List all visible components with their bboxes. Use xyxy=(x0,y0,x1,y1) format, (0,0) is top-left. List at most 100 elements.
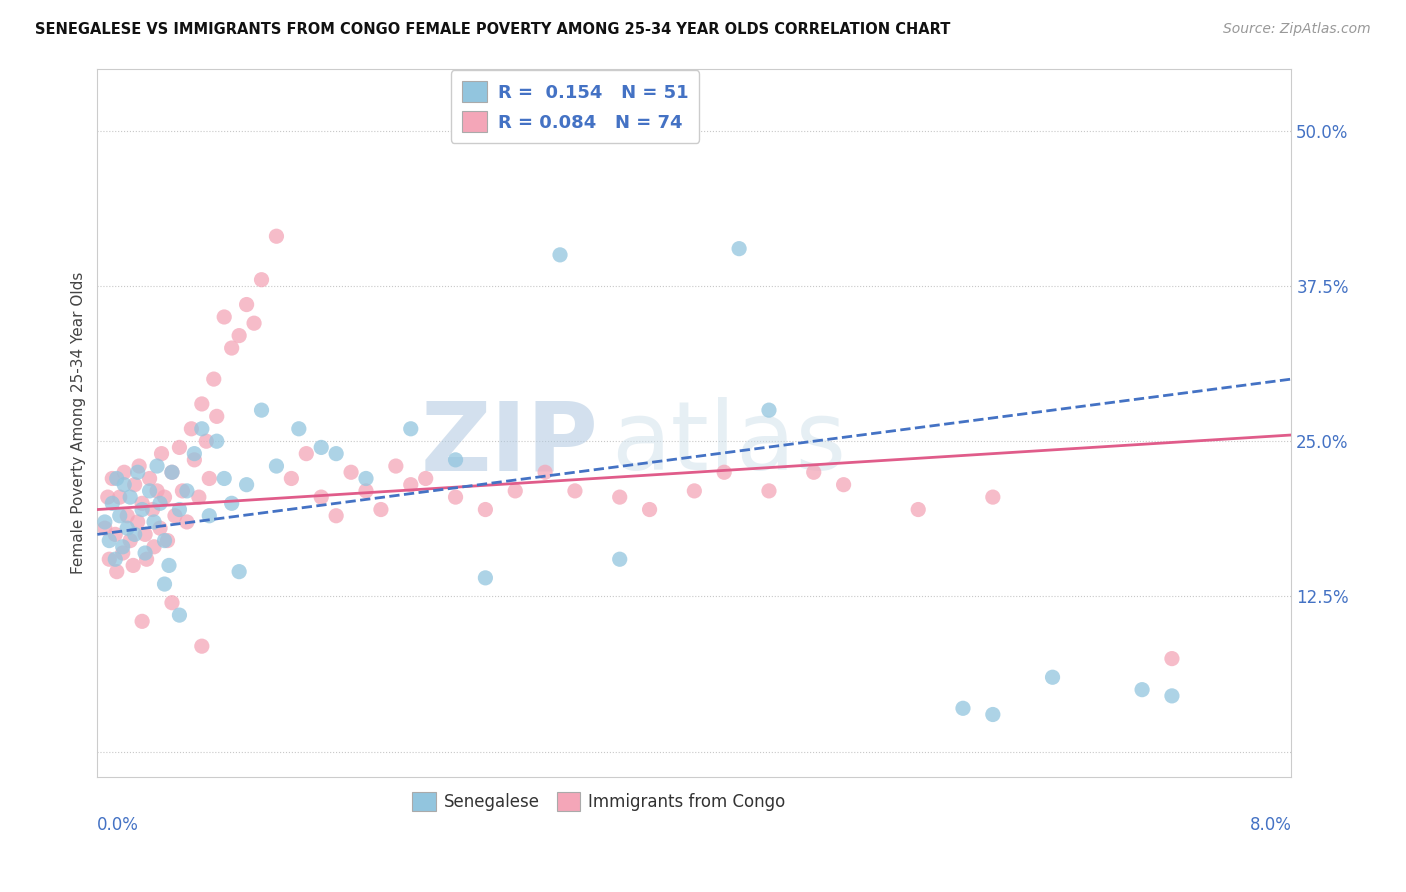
Point xyxy=(134,546,156,560)
Point xyxy=(111,546,134,560)
Point xyxy=(564,483,586,498)
Text: 8.0%: 8.0% xyxy=(1250,815,1291,833)
Point xyxy=(280,471,302,485)
Point xyxy=(138,483,160,498)
Text: 0.0%: 0.0% xyxy=(97,815,139,833)
Text: ZIP: ZIP xyxy=(420,397,599,491)
Point xyxy=(124,477,146,491)
Point xyxy=(135,552,157,566)
Point xyxy=(832,477,855,491)
Point xyxy=(228,328,250,343)
Point xyxy=(758,403,780,417)
Point xyxy=(149,521,172,535)
Point xyxy=(112,477,135,491)
Point xyxy=(98,533,121,548)
Point xyxy=(266,458,288,473)
Point xyxy=(399,477,422,491)
Point xyxy=(104,552,127,566)
Point xyxy=(183,453,205,467)
Point xyxy=(101,471,124,485)
Point xyxy=(444,490,467,504)
Point xyxy=(195,434,218,449)
Point xyxy=(713,465,735,479)
Point xyxy=(474,571,496,585)
Point xyxy=(235,297,257,311)
Point xyxy=(131,496,153,510)
Point xyxy=(111,540,134,554)
Point xyxy=(243,316,266,330)
Point xyxy=(221,496,243,510)
Point xyxy=(415,471,437,485)
Point xyxy=(1130,682,1153,697)
Point xyxy=(548,248,571,262)
Point xyxy=(169,441,191,455)
Point xyxy=(104,527,127,541)
Legend: Senegalese, Immigrants from Congo: Senegalese, Immigrants from Congo xyxy=(405,785,792,818)
Point xyxy=(907,502,929,516)
Point xyxy=(683,483,706,498)
Point xyxy=(370,502,392,516)
Point xyxy=(198,508,221,523)
Point xyxy=(172,483,194,498)
Point xyxy=(385,458,408,473)
Point xyxy=(160,596,183,610)
Point xyxy=(143,540,166,554)
Point xyxy=(115,521,138,535)
Point xyxy=(153,533,176,548)
Point xyxy=(1042,670,1064,684)
Point xyxy=(266,229,288,244)
Point xyxy=(153,577,176,591)
Point xyxy=(981,490,1004,504)
Point xyxy=(399,422,422,436)
Point xyxy=(128,458,150,473)
Point xyxy=(288,422,311,436)
Point xyxy=(98,552,121,566)
Point xyxy=(146,483,169,498)
Point xyxy=(176,515,198,529)
Point xyxy=(534,465,557,479)
Point xyxy=(101,496,124,510)
Point xyxy=(146,458,169,473)
Point xyxy=(981,707,1004,722)
Point xyxy=(235,477,257,491)
Point xyxy=(138,471,160,485)
Point xyxy=(228,565,250,579)
Point xyxy=(309,441,332,455)
Point xyxy=(120,533,142,548)
Point xyxy=(150,447,173,461)
Point xyxy=(191,639,214,653)
Point xyxy=(149,496,172,510)
Point xyxy=(134,527,156,541)
Point xyxy=(157,558,180,573)
Point xyxy=(94,515,117,529)
Point xyxy=(354,471,377,485)
Point xyxy=(131,502,153,516)
Point xyxy=(156,533,179,548)
Point xyxy=(212,310,235,324)
Point xyxy=(325,508,347,523)
Point xyxy=(191,422,214,436)
Point xyxy=(112,465,135,479)
Point xyxy=(444,453,467,467)
Point xyxy=(1161,689,1184,703)
Point xyxy=(638,502,661,516)
Point xyxy=(105,565,128,579)
Text: SENEGALESE VS IMMIGRANTS FROM CONGO FEMALE POVERTY AMONG 25-34 YEAR OLDS CORRELA: SENEGALESE VS IMMIGRANTS FROM CONGO FEMA… xyxy=(35,22,950,37)
Point xyxy=(94,521,117,535)
Point xyxy=(127,465,149,479)
Point xyxy=(309,490,332,504)
Point xyxy=(124,527,146,541)
Point xyxy=(354,483,377,498)
Point xyxy=(108,490,131,504)
Point xyxy=(250,273,273,287)
Point xyxy=(803,465,825,479)
Text: atlas: atlas xyxy=(610,397,846,491)
Point xyxy=(609,552,631,566)
Point xyxy=(952,701,974,715)
Point xyxy=(609,490,631,504)
Point xyxy=(169,502,191,516)
Point xyxy=(191,397,214,411)
Y-axis label: Female Poverty Among 25-34 Year Olds: Female Poverty Among 25-34 Year Olds xyxy=(72,271,86,574)
Point xyxy=(131,615,153,629)
Point xyxy=(160,465,183,479)
